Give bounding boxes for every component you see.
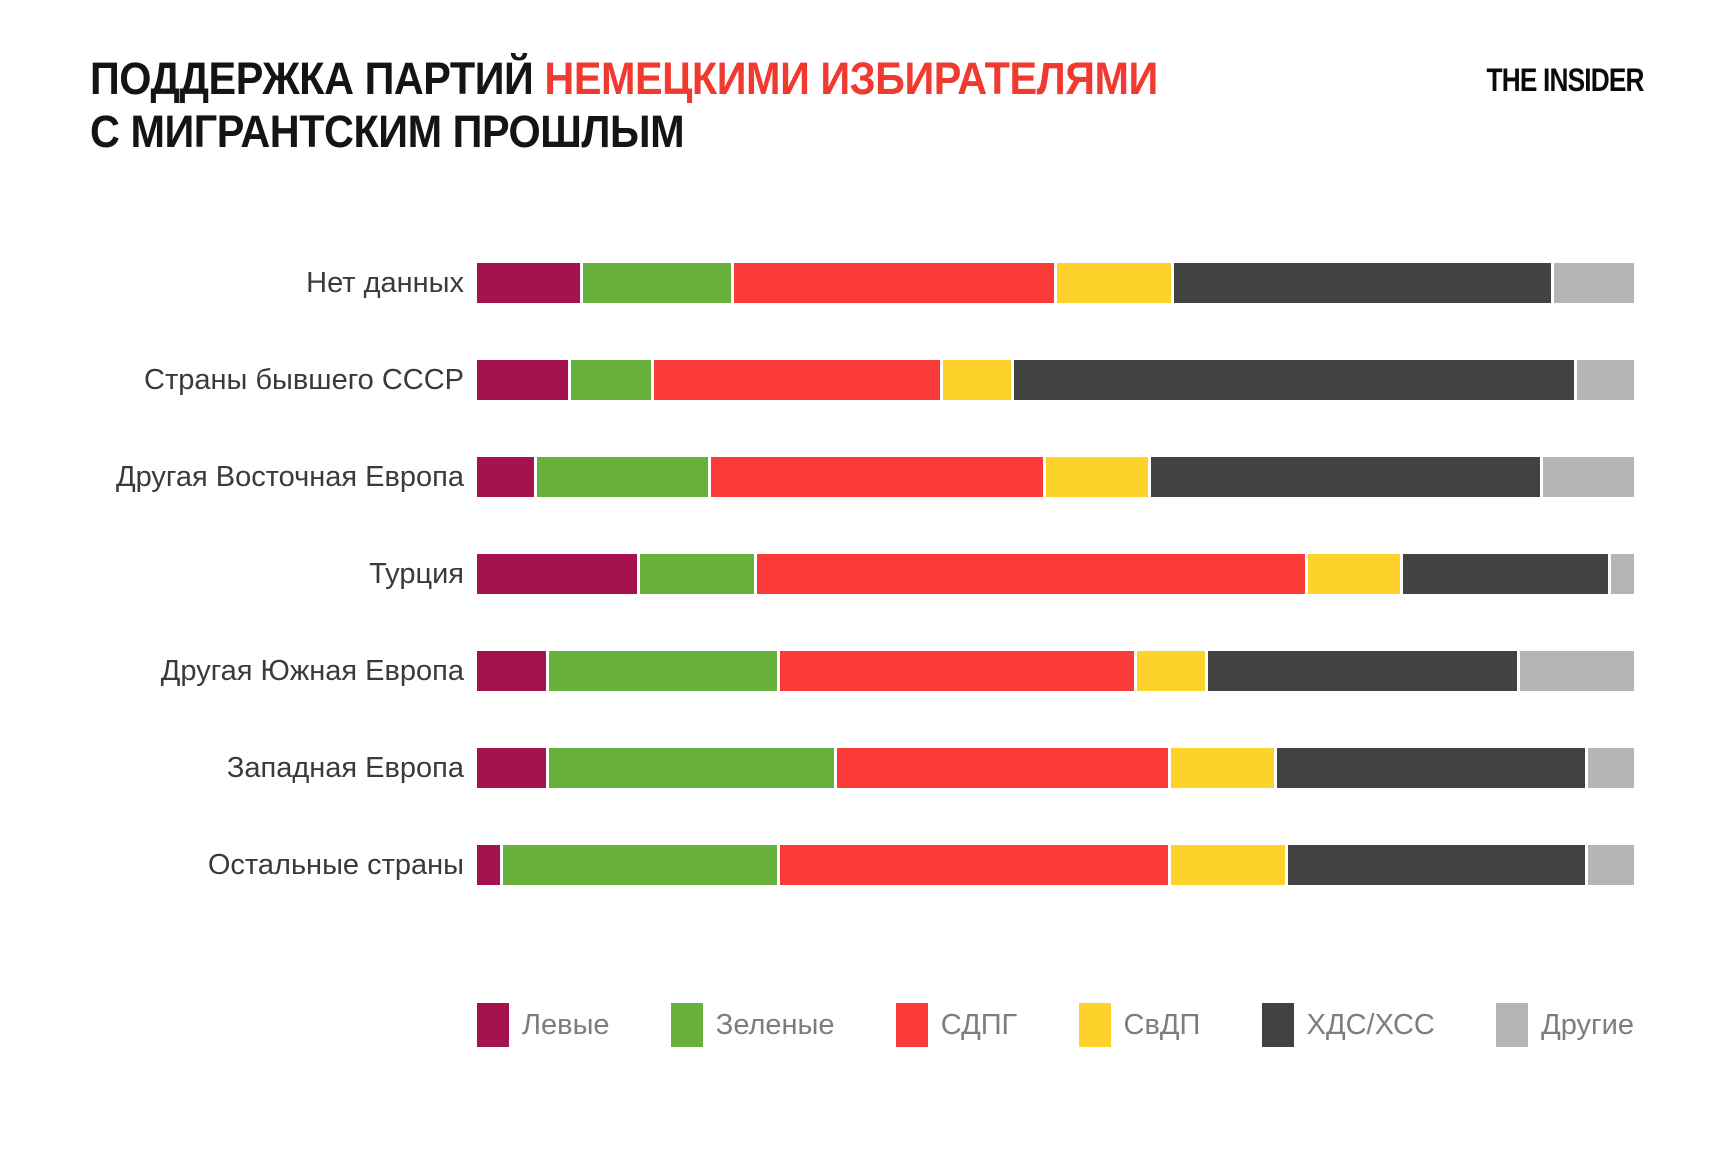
- bar-segment-others: [1588, 748, 1635, 788]
- row-label: Другая Восточная Европа: [115, 461, 464, 493]
- bar-segment-greens: [582, 263, 732, 303]
- bar-segment-cdu_csu: [1288, 845, 1586, 885]
- stacked-bar: [477, 845, 1635, 885]
- stacked-bar: [477, 360, 1634, 400]
- legend-item-greens: Зеленые: [670, 1003, 835, 1047]
- legend-swatch-greens: [670, 1003, 703, 1047]
- bar-segment-left: [477, 651, 546, 691]
- legend: Левые Зеленые СДПГ СвДП ХДС/ХСС Другие: [477, 1003, 1634, 1047]
- title-line-1: ПОДДЕРЖКА ПАРТИЙ НЕМЕЦКИМИ ИЗБИРАТЕЛЯМИ: [90, 52, 1158, 105]
- bar-segment-fdp: [1136, 651, 1206, 691]
- row-label: Нет данных: [306, 267, 464, 299]
- stacked-bar-chart: Нет данных Страны бывшего СССР Другая Вост…: [0, 263, 1732, 942]
- bar-segment-others: [1519, 651, 1634, 691]
- chart-row: Другая Восточная Европа: [0, 457, 1732, 497]
- bar-segment-greens: [537, 457, 709, 497]
- legend-label: СДПГ: [940, 1008, 1018, 1041]
- bar-segment-fdp: [1171, 748, 1274, 788]
- bar-segment-left: [477, 554, 637, 594]
- legend-item-left: Левые: [477, 1003, 610, 1047]
- stacked-bar: [477, 748, 1635, 788]
- row-label: Западная Европа: [226, 752, 464, 784]
- stacked-bar: [477, 651, 1634, 691]
- bar-segment-greens: [548, 748, 835, 788]
- bar-segment-others: [1611, 554, 1634, 594]
- bar-segment-spd: [779, 845, 1169, 885]
- bar-segment-fdp: [1057, 263, 1172, 303]
- bar-segment-spd: [734, 263, 1054, 303]
- bar-segment-fdp: [1045, 457, 1149, 497]
- title-black: ПОДДЕРЖКА ПАРТИЙ: [90, 53, 545, 104]
- bar-segment-left: [477, 845, 500, 885]
- legend-label: ХДС/ХСС: [1306, 1008, 1435, 1041]
- bar-segment-others: [1588, 845, 1635, 885]
- stacked-bar: [477, 554, 1634, 594]
- bar-segment-cdu_csu: [1151, 457, 1540, 497]
- bar-segment-cdu_csu: [1174, 263, 1552, 303]
- bar-segment-spd: [711, 457, 1043, 497]
- bar-segment-cdu_csu: [1402, 554, 1609, 594]
- bar-segment-fdp: [1171, 845, 1286, 885]
- chart-row: Другая Южная Европа: [0, 651, 1732, 691]
- legend-item-spd: СДПГ: [895, 1003, 1018, 1047]
- bar-segment-cdu_csu: [1276, 748, 1586, 788]
- row-label: Турция: [369, 558, 464, 590]
- bar-segment-left: [477, 263, 580, 303]
- legend-swatch-cdu_csu: [1261, 1003, 1294, 1047]
- page-title: ПОДДЕРЖКА ПАРТИЙ НЕМЕЦКИМИ ИЗБИРАТЕЛЯМИ …: [90, 52, 1158, 158]
- bar-segment-greens: [548, 651, 777, 691]
- legend-item-others: Другие: [1496, 1003, 1634, 1047]
- bar-segment-spd: [779, 651, 1134, 691]
- bar-segment-fdp: [942, 360, 1012, 400]
- chart-row: Турция: [0, 554, 1732, 594]
- stacked-bar: [477, 457, 1634, 497]
- legend-swatch-others: [1496, 1003, 1529, 1047]
- title-line-2: С МИГРАНТСКИМ ПРОШЛЫМ: [90, 106, 685, 157]
- legend-item-cdu_csu: ХДС/ХСС: [1261, 1003, 1435, 1047]
- row-label: Страны бывшего СССР: [144, 364, 464, 396]
- legend-swatch-left: [477, 1003, 509, 1047]
- chart-row: Страны бывшего СССР: [0, 360, 1732, 400]
- bar-segment-left: [477, 457, 535, 497]
- bar-segment-cdu_csu: [1014, 360, 1574, 400]
- bar-segment-greens: [639, 554, 755, 594]
- chart-row: Западная Европа: [0, 748, 1732, 788]
- bar-segment-greens: [571, 360, 652, 400]
- chart-row: Нет данных: [0, 263, 1732, 303]
- bar-segment-spd: [757, 554, 1306, 594]
- row-label: Другая Южная Европа: [160, 655, 464, 687]
- legend-swatch-spd: [895, 1003, 928, 1047]
- chart-row: Остальные страны: [0, 845, 1732, 885]
- legend-label: СвДП: [1123, 1008, 1201, 1041]
- bar-segment-spd: [837, 748, 1169, 788]
- legend-label: Левые: [522, 1008, 610, 1041]
- row-label: Остальные страны: [207, 849, 464, 881]
- bar-segment-others: [1554, 263, 1634, 303]
- the-insider-logo: THE INSIDER: [1486, 62, 1645, 98]
- title-red-highlight: НЕМЕЦКИМИ ИЗБИРАТЕЛЯМИ: [544, 53, 1158, 104]
- bar-segment-cdu_csu: [1208, 651, 1517, 691]
- stacked-bar: [477, 263, 1634, 303]
- bar-segment-fdp: [1308, 554, 1400, 594]
- bar-segment-others: [1576, 360, 1634, 400]
- bar-segment-left: [477, 748, 546, 788]
- legend-swatch-fdp: [1078, 1003, 1111, 1047]
- bar-segment-greens: [502, 845, 777, 885]
- bar-segment-others: [1542, 457, 1634, 497]
- bar-segment-spd: [654, 360, 940, 400]
- legend-label: Зеленые: [715, 1008, 835, 1041]
- legend-label: Другие: [1541, 1008, 1634, 1041]
- bar-segment-left: [477, 360, 569, 400]
- legend-item-fdp: СвДП: [1078, 1003, 1201, 1047]
- chart-rows: Нет данных Страны бывшего СССР Другая Вост…: [0, 263, 1732, 885]
